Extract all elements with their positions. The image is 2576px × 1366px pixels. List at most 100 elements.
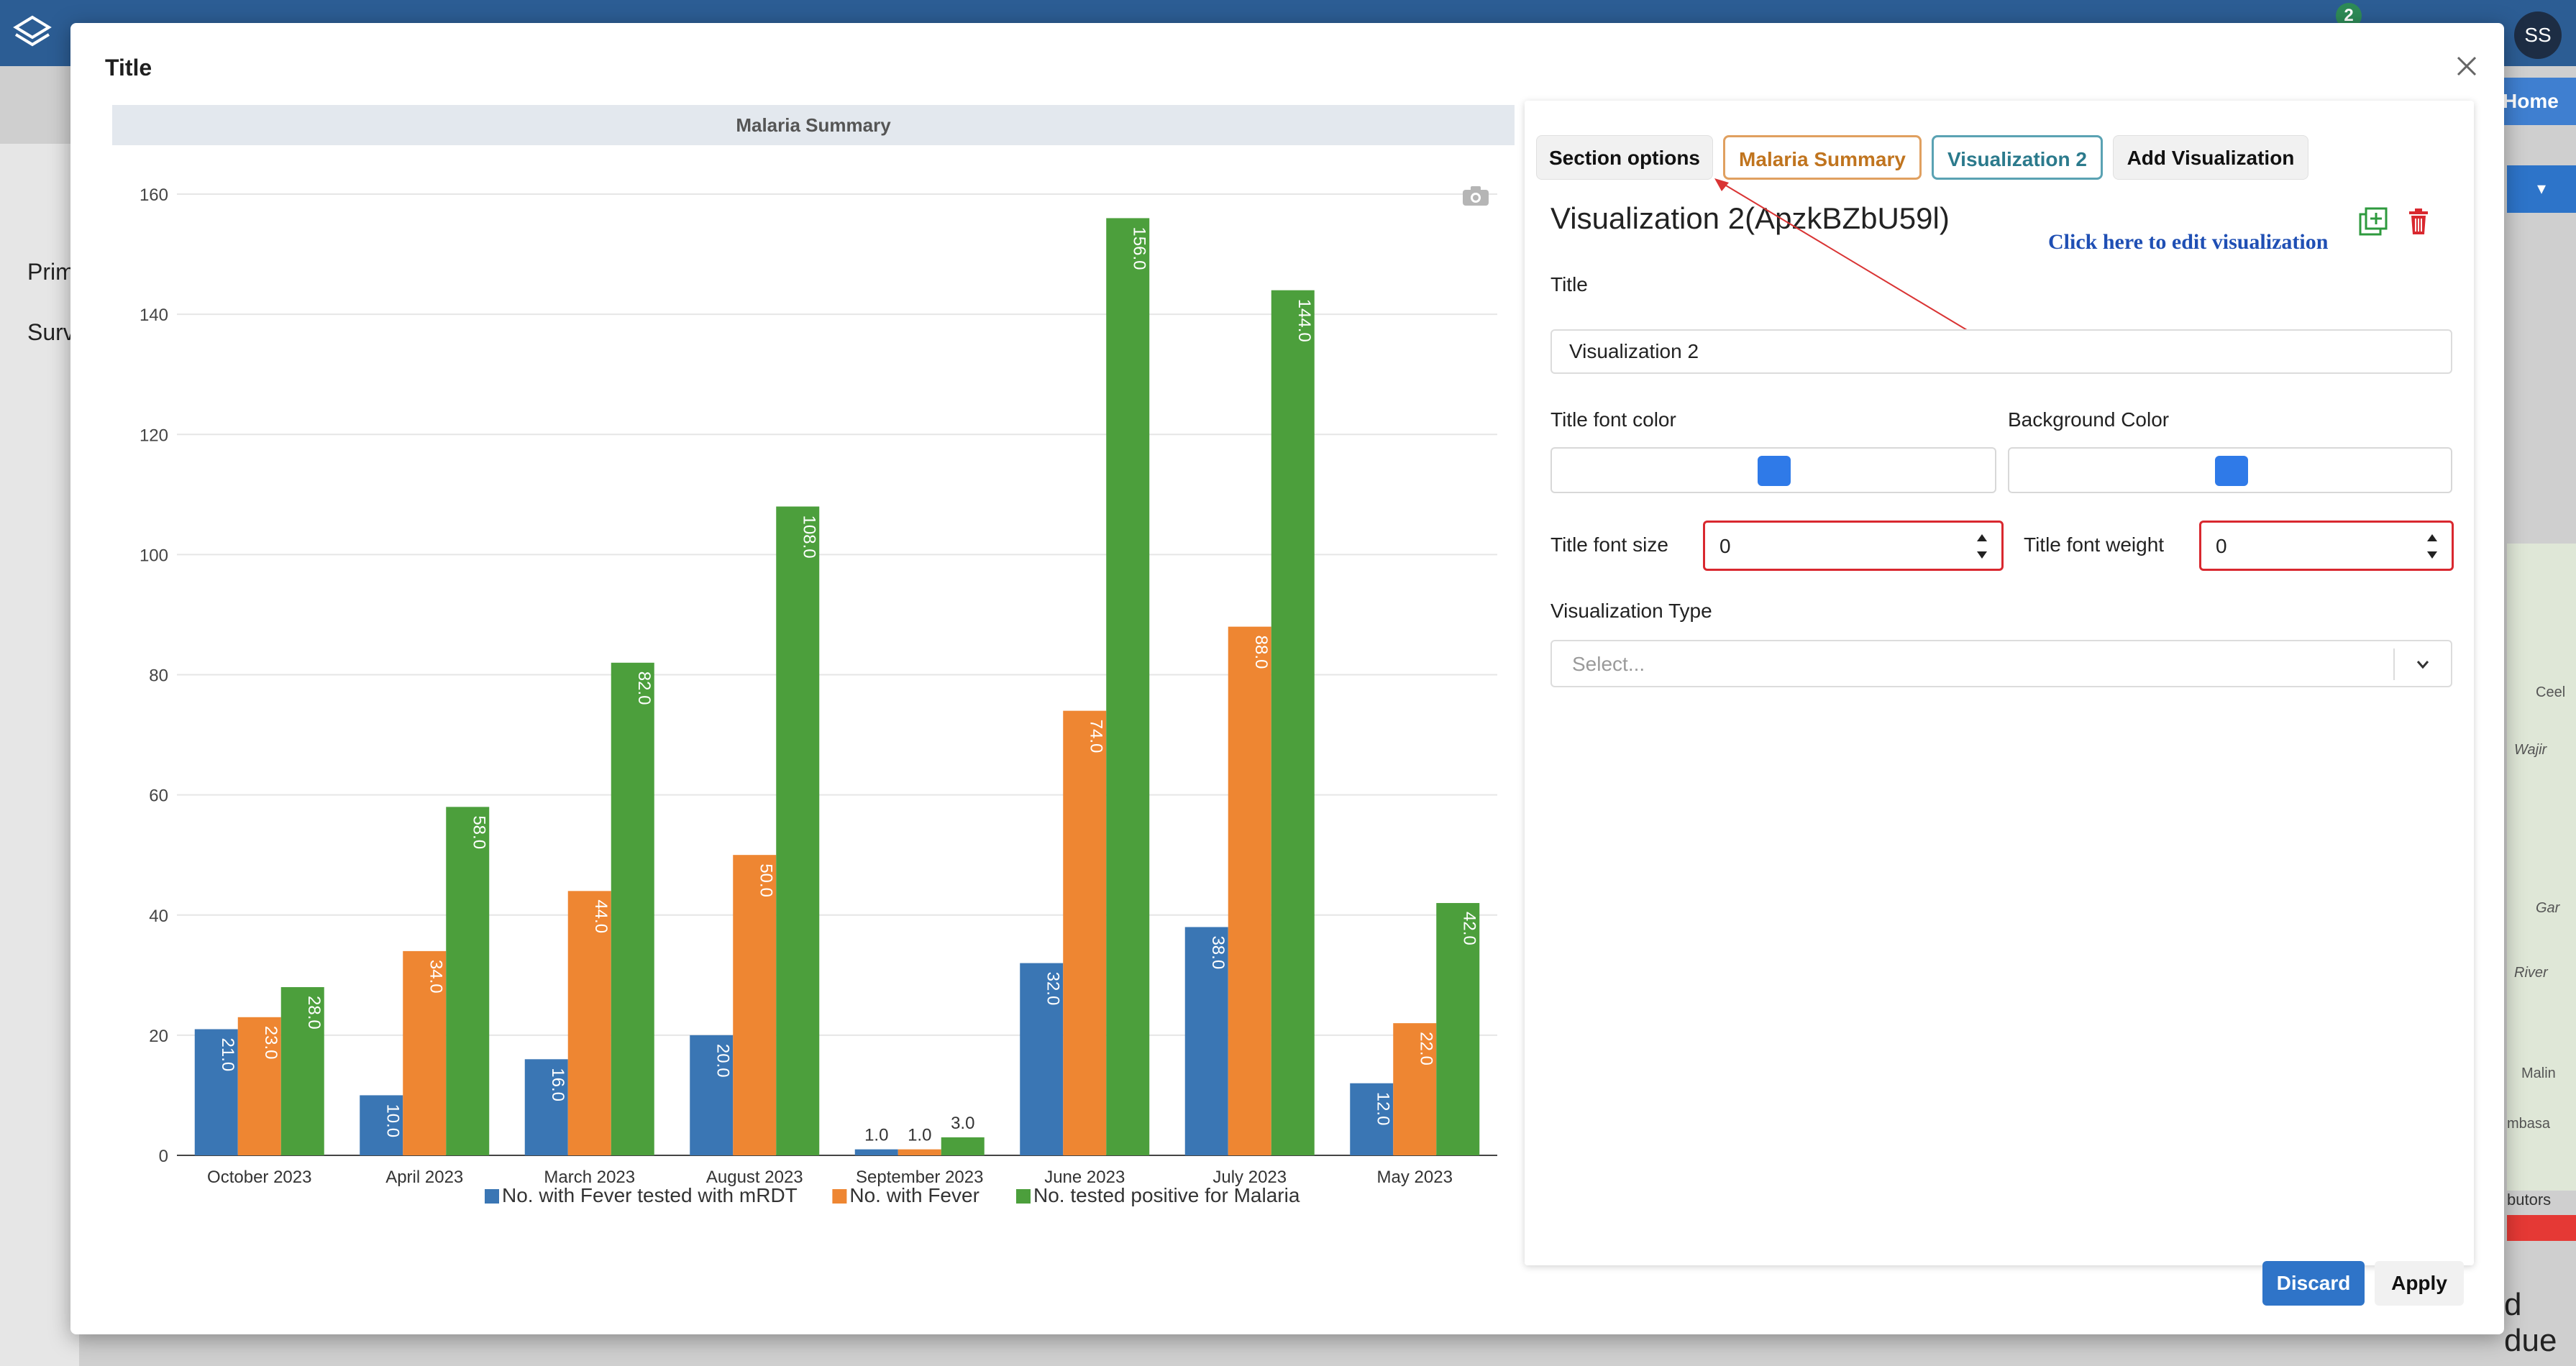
bar bbox=[403, 950, 447, 1155]
trash-icon[interactable] bbox=[2406, 207, 2431, 236]
background-color-picker[interactable] bbox=[2008, 447, 2452, 493]
stepper-icon[interactable] bbox=[2424, 528, 2440, 564]
discard-button[interactable]: Discard bbox=[2262, 1261, 2365, 1306]
background-left-panel: Prim Surv bbox=[0, 144, 79, 1366]
y-tick-label: 0 bbox=[159, 1147, 168, 1166]
legend-swatch bbox=[832, 1189, 847, 1204]
title-font-size-label: Title font size bbox=[1550, 533, 1668, 556]
y-tick-label: 140 bbox=[140, 306, 168, 325]
tab-add-visualization[interactable]: Add Visualization bbox=[2113, 135, 2308, 180]
x-tick-label: August 2023 bbox=[706, 1168, 803, 1187]
data-label: 10.0 bbox=[383, 1104, 402, 1137]
bar bbox=[446, 807, 490, 1155]
x-tick-label: April 2023 bbox=[385, 1168, 463, 1187]
title-font-color-picker[interactable] bbox=[1550, 447, 1996, 493]
title-font-size-field[interactable] bbox=[1703, 521, 2004, 571]
y-tick-label: 120 bbox=[140, 426, 168, 445]
map-label: Malin bbox=[2521, 1065, 2556, 1081]
visualization-settings-panel: Section options Malaria Summary Visualiz… bbox=[1525, 101, 2474, 1265]
data-label: 20.0 bbox=[713, 1044, 732, 1078]
bar bbox=[690, 1035, 734, 1155]
select-placeholder: Select... bbox=[1572, 653, 1645, 675]
legend-swatch bbox=[1016, 1189, 1031, 1204]
map-label: River bbox=[2514, 965, 2548, 981]
bar bbox=[1020, 963, 1064, 1155]
bar bbox=[1063, 710, 1107, 1155]
bar bbox=[1184, 927, 1228, 1155]
title-font-weight-label: Title font weight bbox=[2024, 533, 2165, 556]
bar bbox=[360, 1095, 403, 1155]
chart-title-bar: Malaria Summary bbox=[112, 105, 1515, 145]
y-tick-label: 40 bbox=[149, 907, 168, 926]
data-label: 74.0 bbox=[1086, 720, 1105, 753]
chevron-down-icon[interactable] bbox=[2413, 656, 2432, 673]
background-dropdown-button[interactable]: ▾ bbox=[2507, 165, 2576, 213]
bar-chart: 0 20 40 60 80 100 120 140 160 21.0 23.0 28.0 October… bbox=[140, 185, 1497, 1206]
x-tick-label: June 2023 bbox=[1044, 1168, 1125, 1187]
app-logo-icon[interactable] bbox=[12, 13, 53, 55]
x-tick-label: March 2023 bbox=[544, 1168, 635, 1187]
background-color-swatch bbox=[2215, 456, 2248, 486]
user-avatar[interactable]: SS bbox=[2514, 12, 2562, 59]
background-map[interactable]: Ceel Wajir Gar River Malin mbasa bbox=[2507, 544, 2576, 1191]
edit-visualization-modal: Title Malaria Summary 0 20 40 60 80 100 120 140… bbox=[70, 23, 2504, 1334]
legend-swatch bbox=[485, 1189, 499, 1204]
data-label: 1.0 bbox=[908, 1126, 931, 1145]
data-label: 144.0 bbox=[1294, 299, 1314, 342]
data-label: 156.0 bbox=[1129, 226, 1148, 270]
background-nav-item[interactable]: Surv bbox=[27, 319, 75, 345]
bar bbox=[776, 506, 820, 1155]
bar bbox=[524, 1059, 568, 1155]
data-label: 28.0 bbox=[304, 996, 324, 1030]
title-font-weight-input[interactable] bbox=[2214, 531, 2390, 561]
bar bbox=[941, 1137, 985, 1155]
bar bbox=[567, 891, 611, 1155]
data-label: 58.0 bbox=[469, 815, 488, 849]
camera-icon[interactable] bbox=[1461, 184, 1490, 207]
title-input[interactable] bbox=[1550, 329, 2452, 374]
data-label: 88.0 bbox=[1251, 636, 1271, 669]
visualization-type-select[interactable]: Select... bbox=[1550, 640, 2452, 687]
map-label: Gar bbox=[2536, 900, 2560, 916]
bar bbox=[1106, 218, 1150, 1155]
title-field-label: Title bbox=[1550, 273, 1588, 295]
title-font-size-input[interactable] bbox=[1718, 531, 1937, 561]
visualization-heading: Visualization 2(ApzkBZbU59l) bbox=[1550, 201, 1950, 235]
bar bbox=[898, 1149, 941, 1155]
home-button[interactable]: Home bbox=[2495, 78, 2576, 125]
data-label: 23.0 bbox=[261, 1026, 280, 1060]
x-tick-label: May 2023 bbox=[1377, 1168, 1453, 1187]
bar bbox=[611, 662, 654, 1155]
y-tick-label: 20 bbox=[149, 1027, 168, 1046]
bar bbox=[1271, 290, 1315, 1156]
select-divider bbox=[2393, 648, 2395, 680]
bar bbox=[194, 1029, 238, 1155]
visualization-type-label: Visualization Type bbox=[1550, 600, 1712, 622]
tab-visualization-2[interactable]: Visualization 2 bbox=[1932, 135, 2103, 180]
data-label: 82.0 bbox=[634, 671, 654, 705]
legend-label: No. with Fever tested with mRDT bbox=[502, 1184, 798, 1206]
bar bbox=[1436, 903, 1480, 1155]
tab-malaria-summary[interactable]: Malaria Summary bbox=[1723, 135, 1922, 180]
background-color-label: Background Color bbox=[2008, 408, 2170, 431]
background-nav-item[interactable]: Prim bbox=[27, 259, 75, 285]
stepper-icon[interactable] bbox=[1974, 528, 1990, 564]
bar bbox=[733, 855, 777, 1155]
legend-label: No. tested positive for Malaria bbox=[1033, 1184, 1300, 1206]
tab-section-options[interactable]: Section options bbox=[1536, 135, 1713, 180]
title-font-weight-field[interactable] bbox=[2199, 521, 2454, 571]
bar bbox=[237, 1017, 281, 1155]
map-label: Ceel bbox=[2536, 684, 2566, 700]
modal-title: Title bbox=[105, 55, 152, 81]
bar bbox=[1350, 1083, 1394, 1155]
y-tick-label: 100 bbox=[140, 546, 168, 565]
close-icon[interactable] bbox=[2449, 49, 2484, 83]
y-tick-label: 160 bbox=[140, 185, 168, 205]
x-tick-label: July 2023 bbox=[1212, 1168, 1287, 1187]
apply-button[interactable]: Apply bbox=[2375, 1261, 2464, 1306]
title-font-color-label: Title font color bbox=[1550, 408, 1676, 431]
data-label: 21.0 bbox=[218, 1038, 237, 1072]
add-visualization-icon[interactable] bbox=[2357, 206, 2389, 237]
bar bbox=[1228, 626, 1271, 1155]
data-label: 44.0 bbox=[591, 899, 611, 933]
